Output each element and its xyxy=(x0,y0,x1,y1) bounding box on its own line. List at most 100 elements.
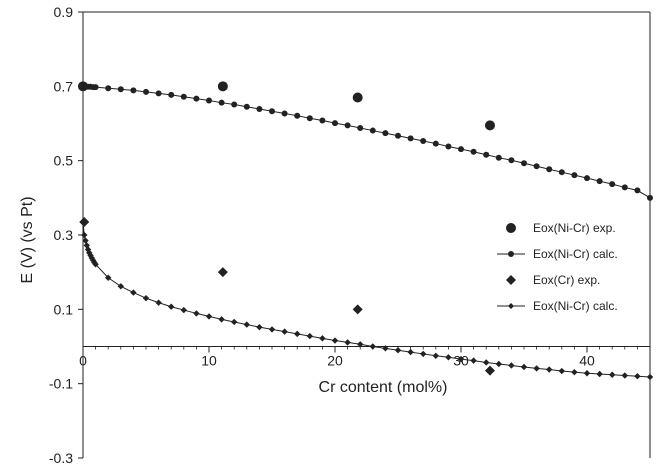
data-point xyxy=(243,103,250,110)
data-point xyxy=(520,363,528,371)
data-point xyxy=(130,289,137,296)
data-point xyxy=(231,318,238,326)
data-point xyxy=(180,306,187,314)
data-point xyxy=(218,316,225,323)
data-point xyxy=(609,181,616,188)
plot-area xyxy=(78,81,654,381)
x-axis-label: Cr content (mol%) xyxy=(319,379,448,396)
data-point xyxy=(281,110,288,117)
y-axis-label: E (V) (vs Pt) xyxy=(19,196,36,283)
data-point xyxy=(217,267,228,278)
data-point xyxy=(155,299,162,306)
data-point xyxy=(508,362,515,369)
data-point xyxy=(609,371,616,378)
data-point xyxy=(484,365,495,376)
legend-marker xyxy=(508,303,514,309)
data-point xyxy=(256,106,263,113)
data-point xyxy=(205,313,213,320)
x-tick-label: 20 xyxy=(327,353,343,369)
data-point xyxy=(344,122,351,129)
data-point xyxy=(92,84,99,91)
data-point xyxy=(420,137,427,144)
data-point xyxy=(193,310,200,317)
data-point xyxy=(269,108,275,115)
series-2 xyxy=(80,83,653,201)
data-point xyxy=(634,187,641,194)
data-point xyxy=(634,373,641,380)
data-point xyxy=(105,274,112,281)
data-point xyxy=(217,81,228,92)
data-point xyxy=(382,345,389,352)
series-3 xyxy=(79,216,495,376)
data-point xyxy=(331,337,339,344)
data-point xyxy=(306,115,313,122)
data-point xyxy=(357,124,364,131)
data-point xyxy=(646,373,654,381)
data-point xyxy=(306,332,313,340)
data-point xyxy=(294,112,301,119)
data-point xyxy=(395,132,401,139)
data-point xyxy=(168,91,175,98)
data-point xyxy=(432,140,439,147)
legend: Eox(Ni-Cr) exp. Eox(Ni-Cr) calc. Eox(Cr) e… xyxy=(497,221,618,313)
legend-entry-3: Eox(Cr) exp. xyxy=(506,273,600,287)
data-point xyxy=(231,101,238,108)
x-tick-label: 0 xyxy=(79,353,87,369)
legend-entry-4: Eox(Ni-Cr) calc. xyxy=(497,299,618,313)
x-tick-label: 10 xyxy=(201,353,217,369)
data-point xyxy=(319,335,326,342)
data-point xyxy=(621,372,628,379)
data-point xyxy=(294,330,301,338)
data-point xyxy=(357,341,364,348)
data-point xyxy=(168,303,175,310)
legend-marker xyxy=(506,275,516,285)
data-point xyxy=(521,160,527,167)
legend-label: Eox(Ni-Cr) calc. xyxy=(533,247,618,261)
data-point xyxy=(256,323,263,331)
data-point xyxy=(243,321,250,328)
y-tick-label: 0.9 xyxy=(54,4,74,20)
data-point xyxy=(583,370,591,377)
series-line xyxy=(83,85,651,199)
data-point xyxy=(546,366,553,373)
legend-marker xyxy=(508,251,514,257)
y-tick-label: 0.7 xyxy=(54,78,74,94)
data-point xyxy=(105,85,112,92)
data-point xyxy=(558,367,565,375)
data-point xyxy=(458,146,464,153)
data-point xyxy=(369,127,376,134)
data-point xyxy=(352,92,363,103)
data-point xyxy=(352,304,363,315)
data-point xyxy=(218,99,225,106)
data-point xyxy=(445,354,452,361)
data-point xyxy=(81,231,88,239)
data-point xyxy=(332,120,338,127)
ticks: -0.3-0.10.10.30.50.70.9010203040 xyxy=(49,4,651,466)
data-point xyxy=(420,350,427,358)
data-point xyxy=(621,184,628,191)
legend-entry-2: Eox(Ni-Cr) calc. xyxy=(497,247,618,261)
data-point xyxy=(533,163,540,170)
data-point xyxy=(584,175,590,182)
data-point xyxy=(596,370,603,378)
data-point xyxy=(457,355,465,363)
legend-label: Eox(Ni-Cr) exp. xyxy=(533,221,616,235)
y-tick-label: -0.1 xyxy=(49,376,73,392)
data-point xyxy=(571,172,578,179)
data-point xyxy=(495,360,502,368)
data-point xyxy=(483,151,490,158)
legend-marker xyxy=(506,223,516,233)
data-point xyxy=(206,97,212,104)
data-point xyxy=(180,93,187,100)
data-point xyxy=(407,135,414,142)
series-4 xyxy=(79,218,654,381)
data-point xyxy=(382,130,389,137)
data-point xyxy=(143,88,149,95)
y-tick-label: 0.3 xyxy=(54,227,74,243)
data-point xyxy=(558,169,565,176)
data-point xyxy=(470,148,477,155)
x-tick-label: 40 xyxy=(579,353,595,369)
data-point xyxy=(79,218,87,226)
legend-entry-1: Eox(Ni-Cr) exp. xyxy=(506,221,616,235)
data-point xyxy=(319,117,326,124)
